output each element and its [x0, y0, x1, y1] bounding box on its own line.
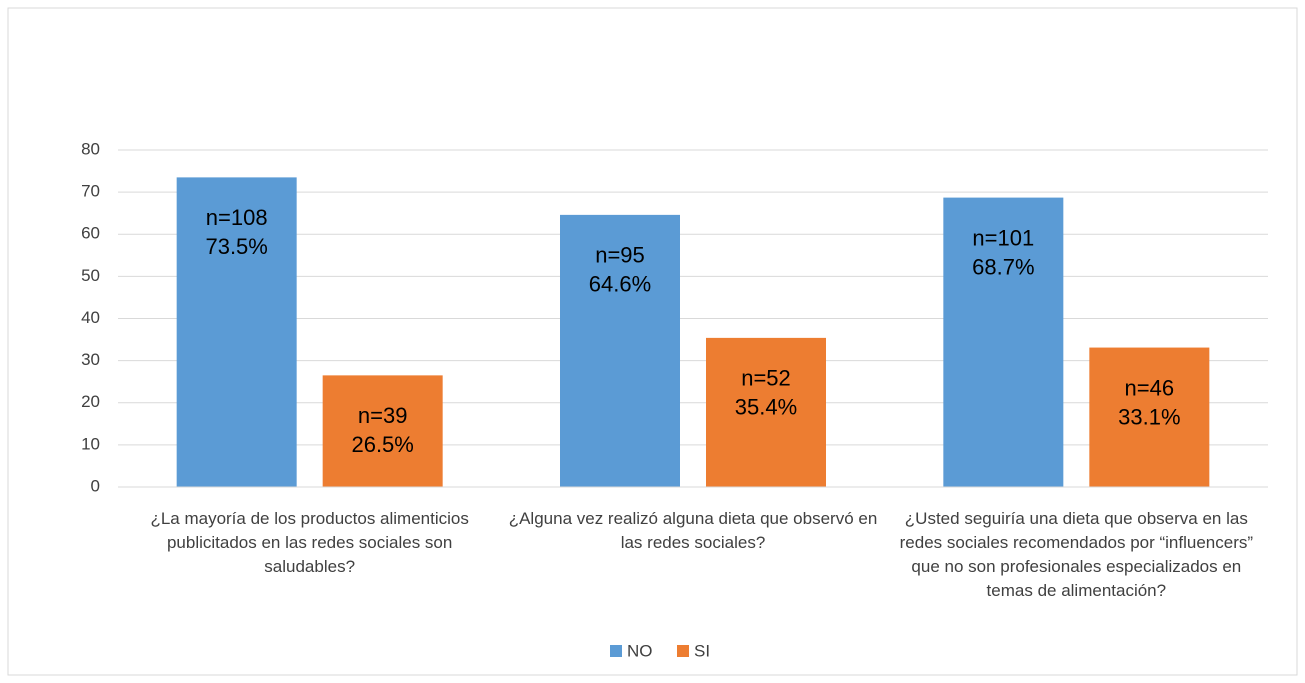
data-label-n: n=101	[972, 225, 1034, 250]
legend-swatch	[677, 645, 689, 657]
x-tick-label: ¿Usted seguiría una dieta que observa en…	[899, 509, 1254, 600]
legend-label: NO	[627, 641, 653, 660]
data-label: 26.5%	[351, 432, 413, 457]
bar	[560, 214, 680, 487]
y-tick-label: 60	[81, 224, 100, 243]
data-label: 73.5%	[205, 234, 267, 259]
data-label-n: n=108	[206, 205, 268, 230]
y-tick-label: 80	[81, 139, 100, 158]
y-tick-label: 10	[81, 434, 100, 453]
data-label: 64.6%	[589, 272, 651, 297]
y-tick-label: 20	[81, 392, 100, 411]
x-tick-label: ¿Alguna vez realizó alguna dieta que obs…	[508, 509, 878, 552]
y-tick-label: 50	[81, 266, 100, 285]
y-tick-label: 70	[81, 182, 100, 201]
y-tick-label: 30	[81, 350, 100, 369]
data-label: 68.7%	[972, 254, 1034, 279]
y-tick-label: 0	[91, 476, 100, 495]
bar	[706, 337, 826, 487]
bar	[1089, 347, 1210, 487]
data-label-n: n=95	[595, 243, 645, 268]
bar	[176, 177, 297, 487]
data-label: 33.1%	[1118, 404, 1180, 429]
y-tick-label: 40	[81, 308, 100, 327]
chart-border	[7, 7, 1298, 676]
data-label-n: n=39	[358, 403, 408, 428]
data-label-n: n=52	[741, 366, 791, 391]
bar	[322, 375, 443, 487]
bar	[943, 197, 1064, 487]
x-tick-label: ¿La mayoría de los productos alimenticio…	[150, 509, 469, 576]
legend-swatch	[610, 645, 622, 657]
data-label-n: n=46	[1125, 375, 1175, 400]
data-label: 35.4%	[735, 395, 797, 420]
legend-label: SI	[694, 641, 710, 660]
